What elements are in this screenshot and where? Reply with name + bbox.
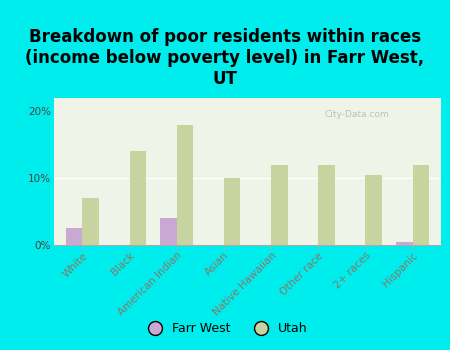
- Bar: [82, 198, 99, 245]
- Bar: [396, 241, 413, 245]
- Bar: [177, 125, 193, 245]
- Legend: Farr West, Utah: Farr West, Utah: [138, 317, 312, 340]
- Text: Breakdown of poor residents within races
(income below poverty level) in Farr We: Breakdown of poor residents within races…: [26, 28, 424, 88]
- Bar: [365, 175, 382, 245]
- Bar: [271, 165, 288, 245]
- Text: City-Data.com: City-Data.com: [325, 110, 390, 119]
- Bar: [413, 165, 429, 245]
- Bar: [224, 178, 240, 245]
- Bar: [66, 228, 82, 245]
- Bar: [130, 152, 146, 245]
- Bar: [160, 218, 177, 245]
- Bar: [318, 165, 335, 245]
